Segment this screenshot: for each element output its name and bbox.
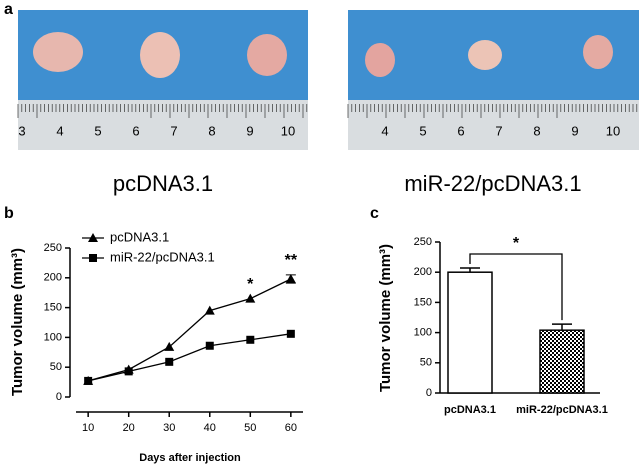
x-axis-label: Days after injection [139, 452, 241, 464]
x-tick-label: 10 [82, 422, 94, 434]
ruler-label: 9 [571, 123, 578, 138]
rulers: 3 4 5 6 7 8 9 10 4 5 6 7 8 9 10 [17, 104, 638, 138]
marker [286, 329, 295, 338]
x-tick-label: 30 [163, 422, 175, 434]
ruler-label: 4 [56, 123, 63, 138]
panel-label: c [370, 205, 379, 222]
marker [84, 376, 93, 385]
bar [539, 329, 585, 394]
y-tick-label: 150 [44, 302, 62, 314]
marker [204, 305, 215, 315]
annotation: * [513, 235, 520, 252]
y-tick-label: 250 [414, 236, 432, 248]
photo-left [18, 10, 308, 150]
legend-label: pcDNA3.1 [110, 229, 169, 244]
marker [124, 367, 133, 376]
x-tick-label: 20 [123, 422, 135, 434]
ruler-label: 7 [170, 123, 177, 138]
photo-right [348, 10, 639, 150]
ruler-label: 6 [132, 123, 139, 138]
ruler-label: 7 [495, 123, 502, 138]
y-tick-label: 0 [426, 387, 432, 399]
marker [89, 254, 97, 262]
y-tick-label: 250 [44, 242, 62, 254]
y-axis-label: Tumor volume (mm³) [377, 244, 394, 392]
marker [164, 341, 175, 351]
x-tick-label: miR-22/pcDNA3.1 [516, 404, 608, 416]
marker [246, 335, 255, 344]
marker [245, 293, 256, 303]
x-tick-label: 50 [244, 422, 256, 434]
ruler-label: 8 [208, 123, 215, 138]
annotation: * [247, 276, 254, 293]
ruler-label: 3 [18, 123, 25, 138]
y-tick-label: 50 [420, 357, 432, 369]
x-tick-label: pcDNA3.1 [444, 404, 496, 416]
ruler-label: 10 [606, 123, 620, 138]
line [87, 278, 292, 382]
marker [205, 341, 214, 350]
ruler-label: 4 [381, 123, 388, 138]
bar [447, 271, 493, 394]
photo-label: pcDNA3.1 [113, 171, 213, 196]
ruler-label: 10 [281, 123, 295, 138]
line [88, 333, 291, 382]
ruler-label: 9 [246, 123, 253, 138]
annotation: ** [285, 252, 298, 269]
photo-label: miR-22/pcDNA3.1 [404, 171, 581, 196]
y-tick-label: 50 [50, 361, 62, 373]
y-tick-label: 150 [414, 296, 432, 308]
marker [88, 233, 98, 242]
y-tick-label: 200 [44, 272, 62, 284]
y-tick-label: 200 [414, 266, 432, 278]
x-tick-label: 40 [204, 422, 216, 434]
y-tick-label: 100 [414, 327, 432, 339]
ruler-label: 8 [533, 123, 540, 138]
ruler-label: 5 [94, 123, 101, 138]
error-bar [552, 323, 572, 331]
y-tick-label: 0 [56, 391, 62, 403]
ruler-label: 5 [419, 123, 426, 138]
significance-bracket [469, 253, 563, 321]
legend-label: miR-22/pcDNA3.1 [110, 249, 215, 264]
panel-label: b [4, 205, 14, 222]
marker [165, 357, 174, 366]
ruler-label: 6 [457, 123, 464, 138]
y-tick-label: 100 [44, 331, 62, 343]
x-tick-label: 60 [285, 422, 297, 434]
panel-label: a [4, 1, 13, 18]
marker [285, 273, 296, 283]
y-axis-label: Tumor volume (mm³) [9, 248, 26, 396]
